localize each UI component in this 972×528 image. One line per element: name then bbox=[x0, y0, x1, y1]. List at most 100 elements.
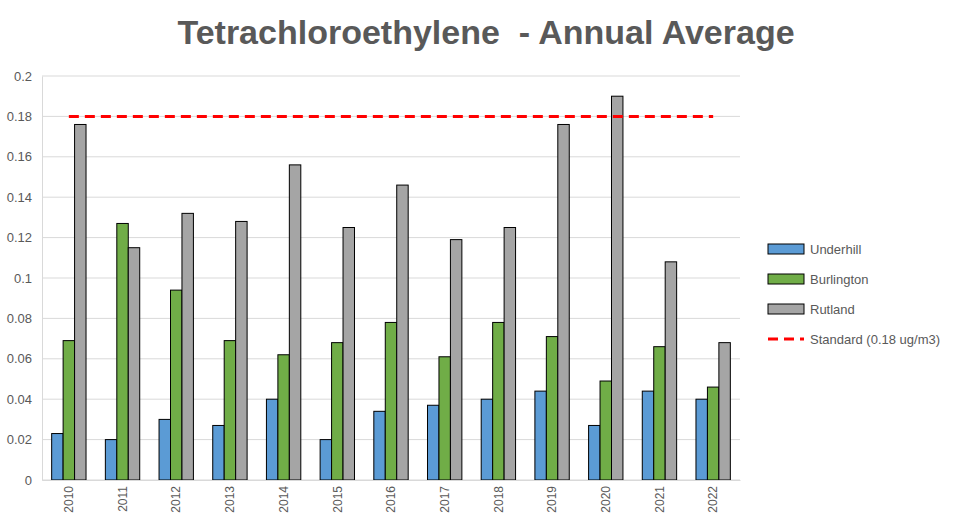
y-tick: 0.18 bbox=[7, 109, 42, 124]
y-tick-label: 0.18 bbox=[7, 109, 32, 124]
legend-swatch bbox=[768, 274, 804, 284]
y-tick: 0.08 bbox=[7, 311, 42, 326]
bar bbox=[546, 337, 557, 480]
bar bbox=[450, 240, 461, 480]
bar bbox=[535, 391, 546, 480]
legend-swatch bbox=[768, 244, 804, 254]
grid-line bbox=[42, 318, 740, 319]
bar bbox=[332, 343, 343, 480]
bar bbox=[128, 248, 139, 480]
x-tick-label: 2015 bbox=[331, 486, 345, 513]
bar bbox=[665, 262, 676, 480]
x-tick-label: 2018 bbox=[492, 486, 506, 513]
y-tick: 0.14 bbox=[7, 190, 42, 205]
y-tick-label: 0.12 bbox=[7, 230, 32, 245]
legend-label: Burlington bbox=[810, 272, 869, 287]
x-tick: 2019 bbox=[545, 480, 559, 513]
title: Tetrachloroethylene - Annual Average bbox=[177, 13, 794, 51]
bar bbox=[642, 391, 653, 480]
bar bbox=[320, 440, 331, 480]
bar bbox=[75, 124, 86, 480]
x-axis: 2010201120122013201420152016201720182019… bbox=[43, 480, 741, 513]
grid-line bbox=[42, 278, 740, 279]
y-axis-line bbox=[42, 77, 43, 481]
bar bbox=[589, 425, 600, 480]
bar bbox=[278, 355, 289, 480]
bar bbox=[654, 347, 665, 480]
bar bbox=[213, 425, 224, 480]
x-tick: 2014 bbox=[277, 480, 291, 513]
bar bbox=[600, 381, 611, 480]
grid-line bbox=[42, 156, 740, 157]
legend-item: Rutland bbox=[768, 302, 855, 317]
bar bbox=[182, 213, 193, 480]
y-tick: 0.16 bbox=[7, 149, 42, 164]
bar bbox=[397, 185, 408, 480]
bar bbox=[159, 419, 170, 480]
y-tick-label: 0.02 bbox=[7, 432, 32, 447]
bar bbox=[289, 165, 300, 480]
y-tick-label: 0.14 bbox=[7, 190, 32, 205]
legend: Underhill Burlington Rutland Standard (0.18… bbox=[768, 242, 940, 347]
bar bbox=[374, 411, 385, 480]
x-tick-label: 2022 bbox=[706, 486, 720, 513]
x-tick: 2018 bbox=[492, 480, 506, 513]
grid-line bbox=[42, 237, 740, 238]
bar bbox=[493, 322, 504, 480]
y-tick-label: 0.16 bbox=[7, 149, 32, 164]
x-tick: 2016 bbox=[384, 480, 398, 513]
bar bbox=[481, 399, 492, 480]
plot: 0 0.02 0.04 0.06 0.08 0.1 0.12 0.14 0.16 0.18 0.2 2… bbox=[7, 69, 741, 513]
grid-line bbox=[42, 197, 740, 198]
x-tick-label: 2019 bbox=[545, 486, 559, 513]
x-tick-label: 2010 bbox=[62, 486, 76, 513]
grid bbox=[42, 76, 740, 480]
x-tick-label: 2011 bbox=[116, 486, 130, 512]
y-tick-label: 0.2 bbox=[14, 69, 32, 84]
legend-swatch bbox=[768, 338, 804, 341]
bar bbox=[105, 440, 116, 480]
bar bbox=[439, 357, 450, 480]
x-tick-label: 2012 bbox=[169, 486, 183, 513]
bar bbox=[343, 228, 354, 481]
bar bbox=[52, 434, 63, 480]
bar bbox=[236, 221, 247, 480]
chart: Tetrachloroethylene - Annual Average 0 0.0… bbox=[0, 0, 972, 528]
bar bbox=[63, 341, 74, 480]
x-axis-line bbox=[43, 480, 741, 481]
x-tick: 2022 bbox=[706, 480, 720, 513]
x-tick: 2012 bbox=[169, 480, 183, 513]
y-tick: 0.02 bbox=[7, 432, 42, 447]
bar bbox=[266, 399, 277, 480]
legend-swatch bbox=[768, 304, 804, 314]
legend-label: Underhill bbox=[810, 242, 861, 257]
bar bbox=[385, 322, 396, 480]
y-axis: 0 0.02 0.04 0.06 0.08 0.1 0.12 0.14 0.16 0.18 0.2 bbox=[7, 69, 43, 488]
x-tick-label: 2017 bbox=[438, 486, 452, 513]
y-tick: 0.06 bbox=[7, 351, 42, 366]
y-tick: 0 bbox=[25, 473, 42, 488]
y-tick-label: 0.06 bbox=[7, 351, 32, 366]
x-tick: 2017 bbox=[438, 480, 452, 513]
grid-line bbox=[42, 116, 740, 117]
x-tick: 2021 bbox=[653, 480, 667, 513]
bar bbox=[428, 405, 439, 480]
x-tick: 2010 bbox=[62, 480, 76, 513]
bar bbox=[117, 223, 128, 480]
x-tick: 2011 bbox=[116, 480, 130, 512]
y-tick: 0.04 bbox=[7, 392, 42, 407]
y-tick: 0.1 bbox=[14, 271, 42, 286]
bar bbox=[504, 228, 515, 481]
legend-label: Rutland bbox=[810, 302, 855, 317]
legend-item: Standard (0.18 ug/m3) bbox=[768, 332, 940, 347]
bar-series bbox=[75, 96, 731, 480]
bar bbox=[611, 96, 622, 480]
bar bbox=[171, 290, 182, 480]
bar bbox=[696, 399, 707, 480]
y-tick-label: 0.08 bbox=[7, 311, 32, 326]
legend-item: Burlington bbox=[768, 272, 869, 287]
bar bbox=[719, 343, 730, 480]
y-tick-label: 0.1 bbox=[14, 271, 32, 286]
bar bbox=[224, 341, 235, 480]
y-tick-label: 0 bbox=[25, 473, 32, 488]
